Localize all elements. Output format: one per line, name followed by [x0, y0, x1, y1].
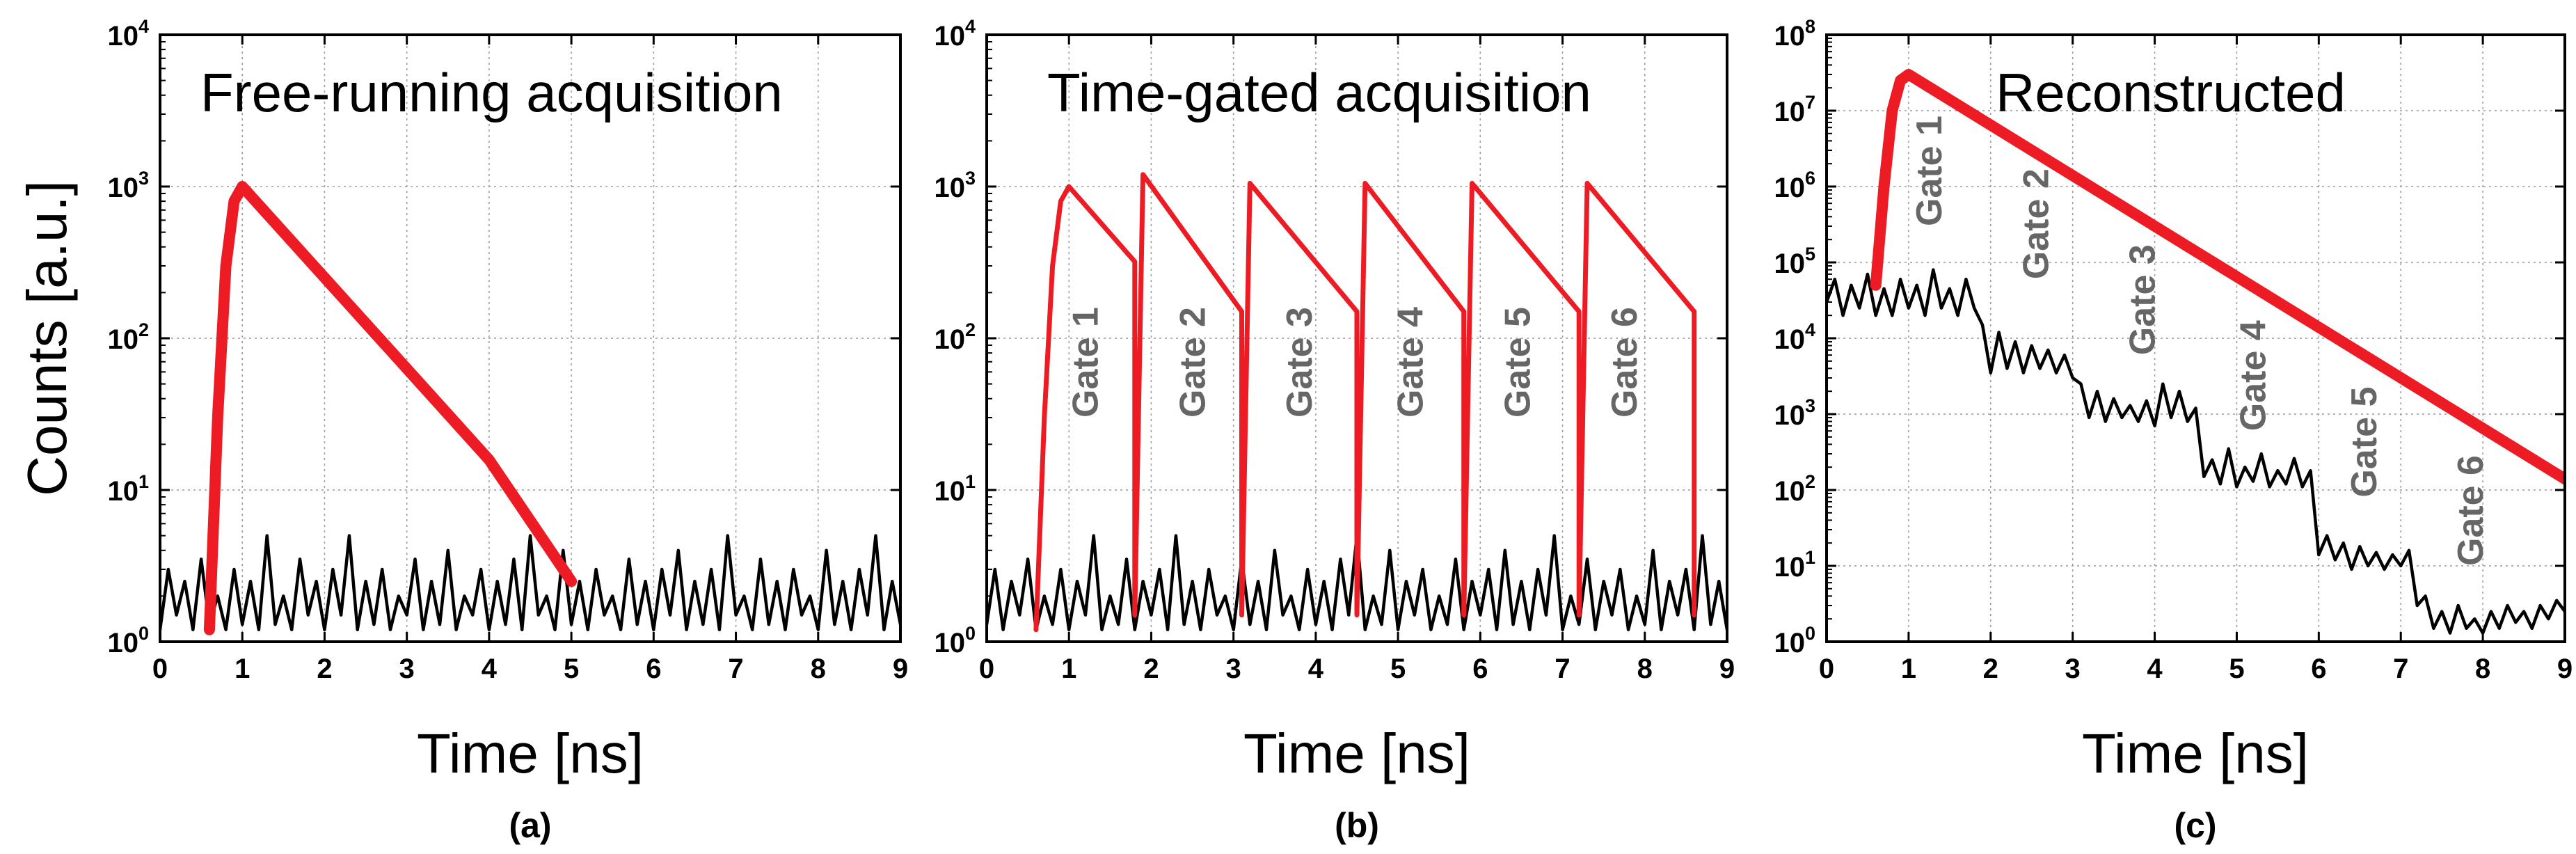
x-tick-label-c: 5: [2229, 654, 2244, 684]
y-tick-labels-c: 100 101 102 103 104 105 106 107 108: [1774, 16, 2565, 658]
x-tick-labels-c: 0 1 2 3 4 5 6 7 8 9: [1819, 35, 2573, 684]
y-tick-label-c: 100: [1774, 623, 1815, 658]
noise-line-a: [160, 534, 900, 631]
x-tick-label-b: 8: [1637, 654, 1653, 684]
y-tick-label-b: 103: [934, 168, 976, 203]
y-tick-label-a: 101: [107, 471, 149, 507]
y-tick-label-b: 100: [934, 623, 976, 658]
x-tick-label-a: 4: [482, 654, 498, 684]
gate-label-c-6: Gate 6: [2451, 455, 2491, 566]
signal-series-a: [203, 181, 578, 635]
x-tick-label-b: 6: [1472, 654, 1488, 684]
x-tick-label-b: 0: [979, 654, 994, 684]
signal-line-a: [203, 181, 578, 635]
signal-line-b: [1033, 172, 1697, 633]
x-tick-label-a: 0: [152, 654, 168, 684]
gate-label-b-3: Gate 3: [1280, 307, 1320, 418]
signal-line-c: [1870, 69, 2565, 485]
y-tick-label-a: 100: [107, 623, 149, 658]
x-tick-label-c: 4: [2147, 654, 2163, 684]
x-axis-label-b: Time [ns]: [1243, 722, 1470, 784]
y-axis-label: Counts [a.u.]: [16, 180, 78, 496]
x-tick-label-b: 3: [1226, 654, 1241, 684]
y-tick-label-b: 104: [934, 16, 976, 52]
y-tick-label-a: 103: [107, 168, 149, 203]
x-tick-label-c: 3: [2065, 654, 2081, 684]
x-tick-label-c: 7: [2393, 654, 2408, 684]
y-tick-label-c: 101: [1774, 547, 1815, 583]
x-tick-label-a: 8: [811, 654, 826, 684]
panel-a: 0 1 2 3 4 5 6 7 8 9 100 101 102 103 104 Free-running …: [16, 16, 908, 845]
panel-c: 0 1 2 3 4 5 6 7 8 9 100 101 102 103 104 105 106 107 108 G…: [1774, 16, 2573, 845]
gate-label-c-4: Gate 4: [2234, 320, 2274, 431]
gate-label-b-4: Gate 4: [1391, 307, 1431, 418]
x-tick-label-a: 3: [399, 654, 415, 684]
x-tick-label-a: 5: [564, 654, 579, 684]
y-tick-labels-b: 100 101 102 103 104: [934, 16, 1727, 658]
x-tick-label-a: 2: [317, 654, 332, 684]
y-tick-label-b: 101: [934, 471, 976, 507]
chart-title-c: Reconstructed: [1996, 62, 2346, 123]
x-tick-label-b: 2: [1143, 654, 1159, 684]
x-tick-label-a: 1: [234, 654, 250, 684]
y-tick-label-c: 108: [1774, 16, 1815, 52]
chart-title-a: Free-running acquisition: [200, 62, 783, 123]
chart-title-b: Time-gated acquisition: [1047, 62, 1591, 123]
x-axis-label-a: Time [ns]: [417, 722, 644, 784]
noise-line-c: [1827, 268, 2565, 635]
x-tick-labels-a: 0 1 2 3 4 5 6 7 8 9: [152, 35, 908, 684]
x-tick-label-a: 7: [728, 654, 743, 684]
gate-label-b-2: Gate 2: [1172, 307, 1213, 418]
caption-c: (c): [2174, 806, 2216, 845]
gate-label-c-1: Gate 1: [1909, 116, 1950, 226]
x-tick-label-c: 8: [2475, 654, 2490, 684]
x-tick-label-b: 1: [1061, 654, 1076, 684]
caption-b: (b): [1335, 806, 1379, 845]
x-tick-label-c: 0: [1819, 654, 1834, 684]
gate-label-b-6: Gate 6: [1605, 307, 1645, 418]
y-tick-label-b: 102: [934, 319, 976, 355]
caption-a: (a): [509, 806, 551, 845]
y-tick-label-a: 104: [107, 16, 149, 52]
x-tick-label-c: 9: [2557, 654, 2573, 684]
y-tick-label-c: 102: [1774, 471, 1815, 507]
gate-label-c-5: Gate 5: [2344, 387, 2385, 498]
x-axis-label-c: Time [ns]: [2082, 722, 2309, 784]
gate-labels-b: Gate 1 Gate 2 Gate 3 Gate 4 Gate 5 Gate 6: [1066, 307, 1645, 418]
x-tick-label-b: 9: [1719, 654, 1735, 684]
gate-label-b-1: Gate 1: [1066, 307, 1106, 418]
x-tick-label-a: 9: [893, 654, 908, 684]
gate-label-c-3: Gate 3: [2123, 244, 2163, 355]
y-tick-label-c: 107: [1774, 92, 1815, 127]
y-tick-label-c: 104: [1774, 319, 1815, 355]
x-tick-label-b: 4: [1308, 654, 1324, 684]
gate-label-c-2: Gate 2: [2016, 168, 2056, 279]
noise-series-a: [160, 534, 900, 631]
x-tick-label-b: 7: [1555, 654, 1570, 684]
x-tick-label-c: 1: [1901, 654, 1916, 684]
gate-label-b-5: Gate 5: [1497, 307, 1538, 418]
gate-labels-c: Gate 1 Gate 2 Gate 3 Gate 4 Gate 5 Gate 6: [1909, 116, 2491, 566]
x-tick-label-b: 5: [1390, 654, 1406, 684]
x-tick-label-c: 6: [2311, 654, 2326, 684]
noise-series-c: [1827, 268, 2565, 635]
x-tick-label-c: 2: [1983, 654, 1998, 684]
signal-series-c: [1870, 69, 2565, 485]
x-tick-labels-b: 0 1 2 3 4 5 6 7 8 9: [979, 35, 1735, 684]
y-tick-label-c: 103: [1774, 395, 1815, 431]
y-tick-label-c: 106: [1774, 168, 1815, 203]
y-tick-labels-a: 100 101 102 103 104: [107, 16, 900, 658]
y-tick-label-c: 105: [1774, 244, 1815, 279]
y-tick-label-a: 102: [107, 319, 149, 355]
signal-series-b: [1033, 172, 1697, 633]
x-tick-label-a: 6: [646, 654, 661, 684]
